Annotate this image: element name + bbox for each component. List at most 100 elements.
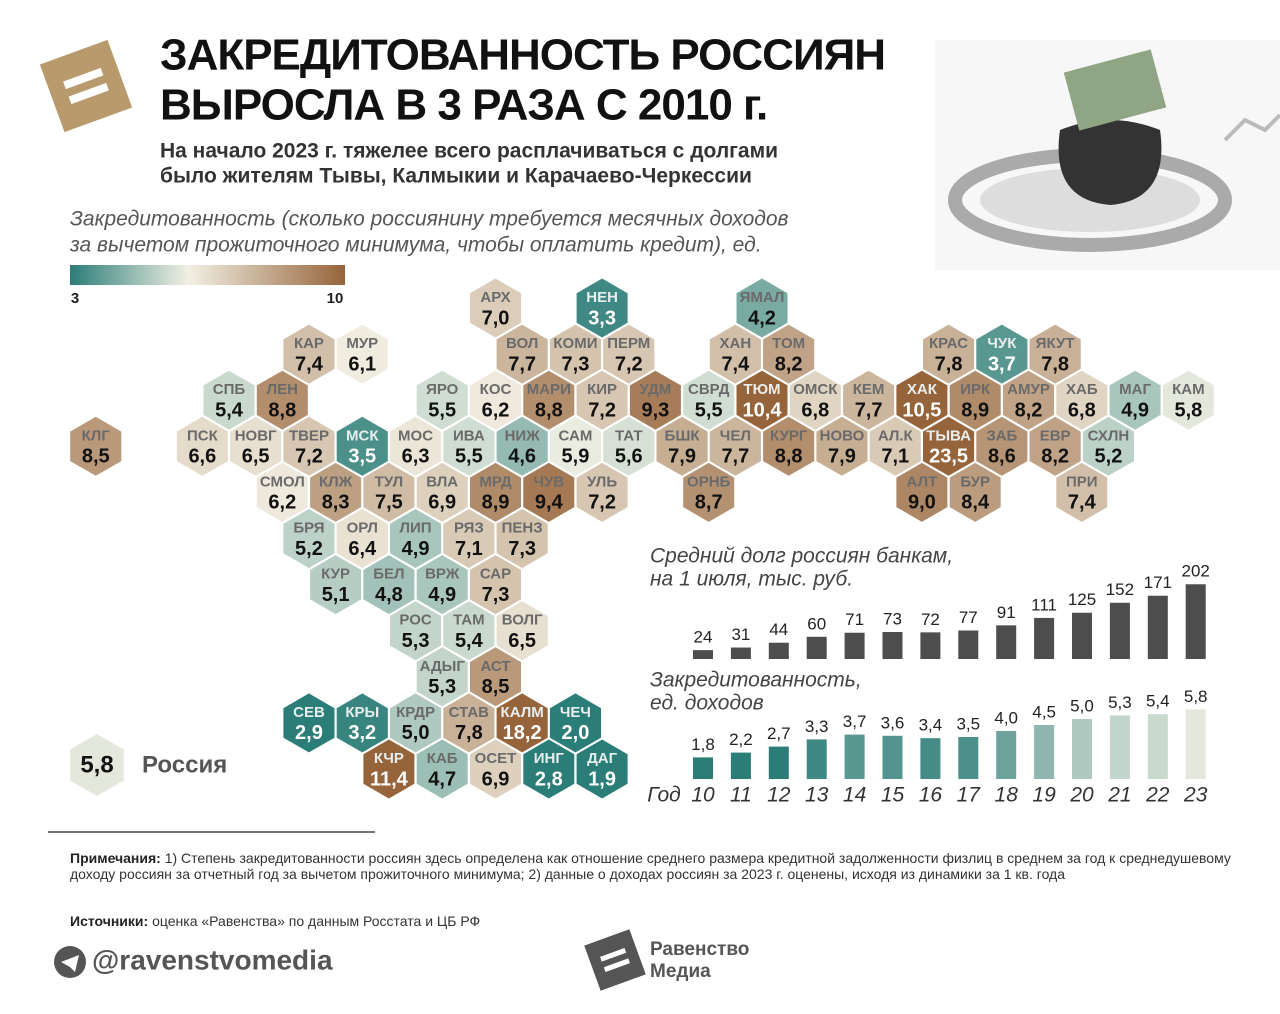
bar [1072,612,1092,659]
bar-label: 44 [769,620,788,639]
region-name: МОС [398,427,433,444]
region-name: КРДР [396,704,435,721]
region-name: БЕЛ [373,566,404,583]
region-name: ЧУК [987,335,1017,352]
region-hex [923,416,975,476]
region-name: КАР [294,335,324,352]
region-value: 7,4 [1068,492,1097,514]
region-value: 5,5 [455,446,483,468]
region-value: 2,9 [295,722,323,744]
region-hex [496,601,548,661]
chart-title: на 1 июля, тыс. руб. [650,568,853,591]
region-hex [576,462,628,522]
region-name: ОРНБ [687,473,731,490]
region-value: 8,5 [82,446,110,468]
region-value: 8,7 [695,492,723,514]
region-name: ИРК [960,381,991,398]
region-hex [363,555,415,615]
region-value: 7,2 [615,353,643,375]
bar [882,631,903,659]
region-name: УДМ [640,381,672,398]
region-name: КЛЖ [319,473,353,490]
region-hex [976,416,1028,476]
region-value: 9,4 [535,492,564,514]
region-value: 7,1 [881,446,909,468]
region-hex [549,416,601,476]
region-value: 6,9 [482,768,510,790]
region-hex [496,693,548,753]
region-value: 5,2 [1095,446,1123,468]
x-tick-label: 21 [1107,784,1131,807]
bar-label: 2,7 [767,724,791,743]
region-hex [789,370,841,430]
x-axis-label: Год [647,784,681,807]
region-hex [390,416,442,476]
region-value: 5,5 [428,399,456,421]
region-value: 8,5 [482,676,510,698]
bar [730,647,751,659]
region-name: КИР [587,381,617,398]
region-name: САМ [559,427,593,444]
russia-name: Россия [142,751,227,778]
region-name: ЯРО [426,381,459,398]
region-hex [230,416,282,476]
bar-label: 4,5 [1032,702,1056,721]
bar [958,737,979,779]
x-tick-label: 14 [843,784,866,807]
x-tick-label: 18 [995,784,1019,807]
region-hex [363,739,415,799]
bar [844,632,865,659]
chart-title: Закредитованность, [650,669,862,692]
region-value: 7,0 [482,307,510,329]
region-hex [283,693,335,753]
region-name: ДАГ [587,750,618,767]
region-name: ПЕНЗ [502,519,543,536]
region-name: ИНГ [534,750,565,767]
region-hex [336,509,388,568]
region-value: 5,3 [428,676,456,698]
region-hex [256,370,308,430]
colorbar [70,265,345,285]
region-name: КЧР [374,750,404,767]
region-value: 7,4 [295,353,324,375]
region-hex [923,324,975,384]
colorbar-min: 3 [71,290,79,307]
x-tick-label: 20 [1069,784,1094,807]
region-name: АЛТ [907,473,938,490]
region-value: 7,8 [935,353,963,375]
region-value: 4,8 [375,584,403,606]
region-name: ВЛА [426,473,458,490]
bar [1147,714,1168,779]
subtitle: было жителям Тывы, Калмыкии и Карачаево-… [160,165,752,188]
region-name: ПЕРМ [607,335,650,352]
bar-label: 73 [883,609,902,628]
x-tick-label: 10 [691,784,715,807]
brand: Медиа [650,961,711,982]
region-value: 4,6 [508,446,536,468]
region-hex [736,278,788,338]
region-value: 5,4 [455,630,484,652]
region-value: 5,6 [615,446,643,468]
region-hex [470,647,521,707]
region-value: 8,9 [961,399,989,421]
region-hex [310,555,362,615]
region-name: ХАБ [1066,381,1098,398]
region-value: 7,7 [508,353,536,375]
region-value: 3,7 [988,353,1016,375]
bar-label: 152 [1106,580,1134,599]
region-hex [949,462,1001,522]
region-value: 8,2 [775,353,803,375]
region-value: 6,8 [1068,399,1096,421]
map-caption: Закредитованность (сколько россиянину тр… [70,208,789,231]
region-name: РЯЗ [454,519,484,536]
bar [1072,719,1092,779]
region-hex [470,370,521,430]
region-name: ЧЕЛ [720,427,751,444]
title: ЗАКРЕДИТОВАННОСТЬ РОССИЯН [160,31,885,80]
region-value: 4,9 [1121,399,1149,421]
bar-label: 202 [1182,562,1210,581]
region-hex [1056,370,1108,430]
region-name: ЧЕЧ [560,704,591,721]
